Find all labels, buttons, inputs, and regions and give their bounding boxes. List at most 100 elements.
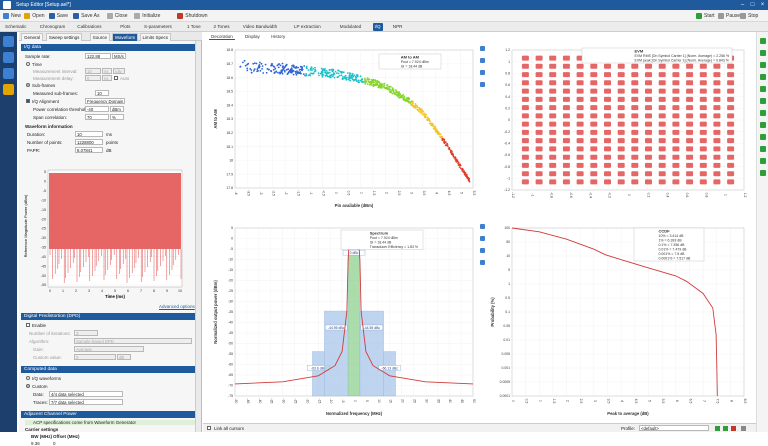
sidebar-tool-icon[interactable] — [760, 158, 766, 164]
tab-plots[interactable]: Plots — [120, 24, 131, 29]
save-profile-icon[interactable] — [723, 426, 728, 431]
document-icon[interactable] — [3, 52, 14, 63]
dpd-custom-input[interactable]: 0 — [74, 354, 116, 360]
tab-lp-extraction[interactable]: LP extraction — [294, 24, 321, 29]
link-cursors-checkbox[interactable] — [207, 426, 211, 430]
terminal-icon[interactable] — [3, 36, 14, 47]
export-icon[interactable] — [480, 82, 485, 87]
computed-data-header[interactable]: Computed data — [21, 366, 200, 373]
tab-modulated[interactable]: Modulated — [339, 24, 362, 29]
constellation-cluster — [658, 72, 666, 78]
dpd-algorithm-select[interactable]: Sample-based DPD — [74, 338, 192, 344]
export-icon[interactable] — [480, 260, 485, 265]
sample-rate-input[interactable]: 122.88 — [85, 53, 111, 59]
tab-npr[interactable]: NPR — [392, 24, 403, 29]
sidebar-tool-icon[interactable] — [760, 122, 766, 128]
panel-tab-sweep-settings[interactable]: Sweep settings — [45, 33, 83, 41]
sidebar-tool-icon[interactable] — [760, 38, 766, 44]
toolbar-close-button[interactable]: Close — [106, 12, 128, 20]
toolbar-new-button[interactable]: New — [3, 12, 21, 20]
data-select[interactable]: 4/4 data selected — [49, 391, 123, 397]
row-offset[interactable]: 0 — [53, 441, 56, 446]
zoom-icon[interactable] — [480, 46, 485, 51]
meas-interval-input[interactable]: 10 — [85, 68, 101, 74]
work-tab-history[interactable]: History — [271, 34, 286, 39]
tab-s-parameters[interactable]: S-parameters — [144, 24, 172, 29]
pan-icon[interactable] — [480, 58, 485, 63]
sidebar-tool-icon[interactable] — [760, 50, 766, 56]
help-icon[interactable] — [3, 84, 14, 95]
tab-video-bandwidth[interactable]: Video Bandwidth — [242, 24, 278, 29]
meas-interval-div[interactable]: /div — [113, 68, 125, 74]
sidebar-tool-icon[interactable] — [760, 86, 766, 92]
delete-profile-icon[interactable] — [731, 426, 736, 431]
iq-align-checkbox[interactable] — [26, 99, 30, 103]
toolbar-stop-button[interactable]: Stop — [740, 12, 758, 20]
toolbar-start-button[interactable]: Start — [696, 12, 715, 20]
tab-2-tones[interactable]: 2 Tones — [213, 24, 230, 29]
dpd-iterations-input[interactable]: 3 — [74, 330, 98, 336]
panel-scrollbar[interactable] — [195, 41, 201, 432]
dpd-enable-checkbox[interactable] — [26, 323, 30, 327]
gear-icon[interactable] — [3, 68, 14, 79]
toolbar-pause-button[interactable]: Pause — [718, 12, 740, 20]
work-tab-display[interactable]: Display — [245, 34, 260, 39]
row-bw[interactable]: 9.36 — [31, 441, 40, 446]
traces-select[interactable]: 7/7 data selected — [49, 399, 123, 405]
profile-select[interactable]: <default> — [639, 425, 709, 431]
iq-waveforms-radio[interactable] — [26, 376, 30, 380]
pan-icon[interactable] — [480, 236, 485, 241]
sidebar-tool-icon[interactable] — [760, 170, 766, 176]
tab-chronogram[interactable]: Chronogram — [39, 24, 66, 29]
sidebar-tool-icon[interactable] — [760, 62, 766, 68]
iq-data-header[interactable]: I/Q data — [21, 44, 200, 51]
sidebar-tool-icon[interactable] — [760, 98, 766, 104]
meas-delay-unit[interactable]: ns — [102, 75, 112, 81]
minimize-icon[interactable]: – — [740, 2, 745, 8]
sidebar-tool-icon[interactable] — [760, 146, 766, 152]
dpd-gain-select[interactable]: Average — [74, 346, 144, 352]
meas-subframes-input[interactable]: 10 — [95, 90, 109, 96]
panel-tab-source[interactable]: Source — [89, 33, 110, 41]
iq-align-select[interactable]: Frequency Domain — [85, 98, 125, 104]
panel-tab-waveform[interactable]: Waveform — [111, 33, 139, 41]
work-tab-decoration[interactable]: Decoration — [209, 34, 235, 40]
tab-calibrations[interactable]: Calibrations — [77, 24, 102, 29]
dpd-header[interactable]: Digital Predistortion (DPD) — [21, 313, 200, 320]
auto-checkbox[interactable] — [114, 76, 118, 80]
subframes-radio[interactable] — [26, 83, 30, 87]
span-corr-unit[interactable]: % — [110, 114, 124, 120]
toolbar-save-button[interactable]: Save — [48, 12, 68, 20]
tab-1-tone[interactable]: 1 Tone — [187, 24, 201, 29]
power-corr-unit[interactable]: dBm — [110, 106, 124, 112]
sidebar-tool-icon[interactable] — [760, 134, 766, 140]
tab-schematic[interactable]: Schematic — [5, 24, 27, 29]
meas-interval-unit[interactable]: ns — [102, 68, 112, 74]
sidebar-tool-icon[interactable] — [760, 110, 766, 116]
maximize-icon[interactable]: □ — [750, 2, 755, 8]
meas-delay-input[interactable]: 0 — [85, 75, 101, 81]
apply-icon[interactable] — [715, 426, 720, 431]
toolbar-shutdown-button[interactable]: Shutdown — [177, 12, 208, 20]
cursor-icon[interactable] — [480, 248, 485, 253]
acp-header[interactable]: Adjacent Channel Power — [21, 411, 200, 418]
power-corr-input[interactable]: -40 — [85, 106, 109, 112]
advanced-options-link[interactable]: Advanced options — [159, 304, 195, 309]
toolbar-open-button[interactable]: Open — [24, 12, 45, 20]
close-icon[interactable]: × — [760, 2, 765, 8]
settings-icon[interactable] — [741, 426, 746, 431]
panel-tab-general[interactable]: General — [21, 33, 44, 41]
span-corr-input[interactable]: 70 — [85, 114, 109, 120]
time-radio[interactable] — [26, 62, 30, 66]
sample-rate-unit[interactable]: MS/s — [112, 53, 126, 59]
dpd-custom-unit[interactable]: dB — [117, 354, 131, 360]
panel-tab-limits-specs[interactable]: Limits Specs — [139, 33, 172, 41]
toolbar-initialize-button[interactable]: Initialize — [134, 12, 160, 20]
am-am-point — [344, 77, 347, 79]
tab-i-q[interactable]: I/Q — [372, 23, 383, 31]
custom-radio[interactable] — [26, 384, 30, 388]
toolbar-save-as-button[interactable]: Save As — [73, 12, 99, 20]
sidebar-tool-icon[interactable] — [760, 74, 766, 80]
cursor-icon[interactable] — [480, 70, 485, 75]
zoom-icon[interactable] — [480, 224, 485, 229]
